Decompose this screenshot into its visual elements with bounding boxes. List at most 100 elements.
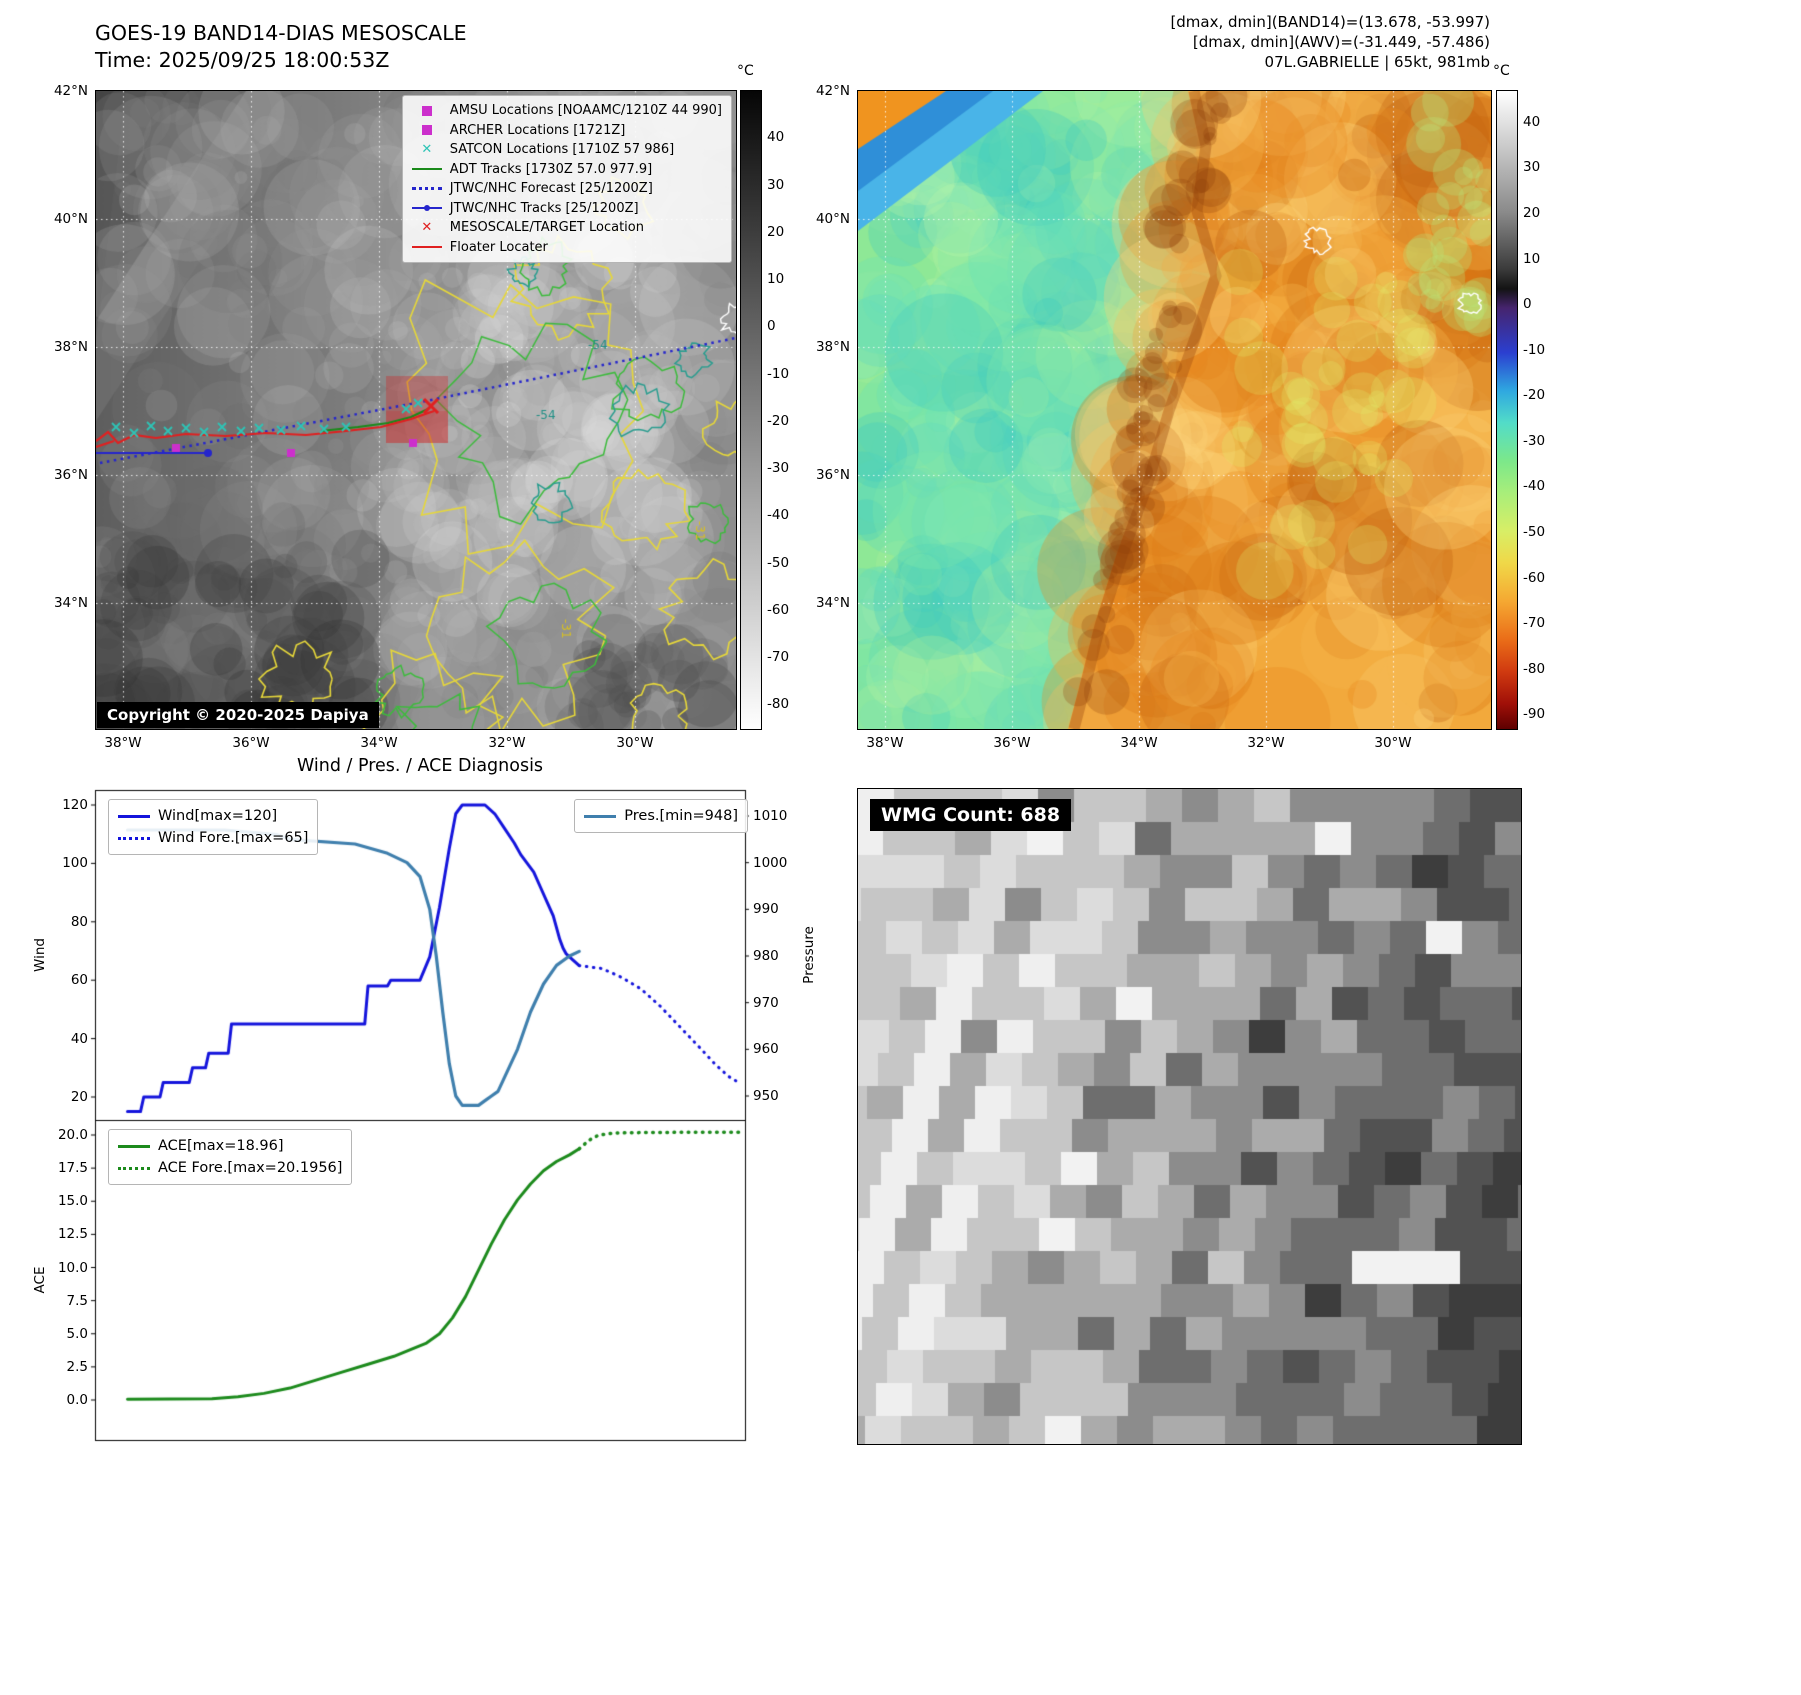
legend-entry: ACE Fore.[max=20.1956] bbox=[118, 1157, 342, 1179]
colorbar-tick-label: 30 bbox=[767, 176, 785, 193]
y-tick-label: 20 bbox=[70, 1089, 88, 1105]
colorbar-tick-label: -10 bbox=[1523, 341, 1546, 358]
colorbar-tick-label: -60 bbox=[767, 601, 790, 618]
band14-title-block: GOES-19 BAND14-DIAS MESOSCALE Time: 2025… bbox=[95, 20, 467, 74]
lon-tick-label: 32°W bbox=[1247, 735, 1285, 751]
awv-map: 42°N 40°N 38°N 36°N 34°N 38°W 36°W 34°W 32°W 30°W bbox=[816, 83, 1492, 751]
lat-tick-label: 42°N bbox=[815, 83, 850, 99]
legend-entry: AMSU Locations [NOAAMC/1210Z 44 990] bbox=[412, 101, 722, 121]
lat-tick-label: 34°N bbox=[53, 595, 88, 611]
lat-tick-label: 36°N bbox=[53, 467, 88, 483]
dotted-marker-icon bbox=[411, 187, 442, 191]
legend-label: Wind Fore.[max=65] bbox=[158, 830, 309, 846]
y-tick-label: 15.0 bbox=[57, 1193, 88, 1210]
y-tick-label: 2.5 bbox=[66, 1358, 88, 1375]
legend-label: ACE Fore.[max=20.1956] bbox=[158, 1160, 343, 1176]
lat-tick-label: 36°N bbox=[815, 467, 850, 483]
awv-header-block: [dmax, dmin](BAND14)=(13.678, -53.997) [… bbox=[857, 12, 1490, 72]
colorbar-tick-label: -70 bbox=[767, 649, 790, 666]
chart-legend: Wind[max=120] Wind Fore.[max=65] bbox=[108, 799, 319, 855]
legend-entry: Wind[max=120] bbox=[118, 805, 308, 827]
awv-satellite-image bbox=[858, 91, 1491, 729]
legend-label: ADT Tracks [1730Z 57.0 977.9] bbox=[449, 161, 653, 177]
colorbar-tick-label: -50 bbox=[1523, 524, 1546, 541]
lat-tick-label: 40°N bbox=[815, 211, 850, 227]
colorbar-tick-label: -40 bbox=[767, 507, 790, 524]
dot-icon bbox=[423, 204, 430, 211]
legend-entry: ADT Tracks [1730Z 57.0 977.9] bbox=[411, 160, 722, 180]
y-tick-label: 40 bbox=[70, 1030, 88, 1047]
lon-tick-label: 34°W bbox=[1120, 735, 1158, 751]
colorbar-tick-label: -60 bbox=[1523, 569, 1546, 586]
y-tick-label: 17.5 bbox=[57, 1160, 88, 1177]
x-marker-icon: ✕ bbox=[421, 142, 433, 158]
y-tick-label: 20.0 bbox=[57, 1127, 88, 1143]
lon-tick-label: 36°W bbox=[993, 735, 1031, 751]
colorbar-tick-label: -80 bbox=[767, 696, 790, 713]
x-marker-icon: ✕ bbox=[421, 220, 433, 236]
awv-colorbar-unit: °C bbox=[1493, 63, 1510, 79]
square-marker-icon bbox=[421, 125, 432, 136]
y-tick-right-label: 1010 bbox=[753, 808, 788, 824]
y-tick-label: 120 bbox=[62, 797, 88, 813]
legend-entry: Pres.[min=948] bbox=[584, 805, 738, 827]
lon-tick-label: 38°W bbox=[104, 735, 142, 751]
line-swatch-icon bbox=[584, 814, 617, 818]
legend-label: Wind[max=120] bbox=[158, 808, 278, 824]
lon-tick-label: 34°W bbox=[360, 735, 398, 751]
lat-tick-label: 38°N bbox=[815, 339, 850, 355]
y-tick-right-label: 960 bbox=[753, 1041, 779, 1058]
awv-colorbar-gradient bbox=[1496, 90, 1518, 730]
y-tick-label: 60 bbox=[70, 972, 88, 989]
pressure-axis-label: Pressure bbox=[801, 926, 817, 984]
colorbar-tick-label: -50 bbox=[767, 554, 790, 571]
lon-tick-label: 32°W bbox=[488, 735, 526, 751]
lon-tick-label: 30°W bbox=[616, 735, 654, 751]
colorbar-tick-label: 20 bbox=[767, 223, 785, 240]
line-swatch-icon bbox=[118, 1144, 150, 1148]
colorbar-tick-label: -30 bbox=[1523, 432, 1546, 449]
awv-header-dmax-awv: [dmax, dmin](AWV)=(-31.449, -57.486) bbox=[1192, 33, 1490, 51]
y-tick-right-label: 950 bbox=[753, 1088, 779, 1104]
chart-legend: Pres.[min=948] bbox=[574, 799, 748, 833]
chart-legend: ACE[max=18.96] ACE Fore.[max=20.1956] bbox=[108, 1129, 353, 1185]
band14-legend: AMSU Locations [NOAAMC/1210Z 44 990] ARCH… bbox=[401, 95, 732, 263]
colorbar-tick-label: 10 bbox=[1523, 250, 1541, 267]
legend-label: AMSU Locations [NOAAMC/1210Z 44 990] bbox=[449, 103, 722, 119]
colorbar-tick-label: 40 bbox=[767, 129, 785, 146]
diagnosis-chart-plot bbox=[20, 755, 820, 1465]
diagnosis-charts: Wind / Pres. / ACE Diagnosis Wind Pressu… bbox=[20, 755, 820, 1465]
y-tick-label: 12.5 bbox=[57, 1226, 88, 1243]
legend-label: ARCHER Locations [1721Z] bbox=[449, 122, 626, 138]
legend-entry: Wind Fore.[max=65] bbox=[118, 827, 308, 849]
line-swatch-icon bbox=[118, 814, 150, 818]
wmg-panel: WMG Count: 688 bbox=[857, 788, 1522, 1445]
legend-label: ACE[max=18.96] bbox=[158, 1138, 284, 1154]
colorbar-tick-label: -80 bbox=[1523, 660, 1546, 677]
legend-entry: JTWC/NHC Tracks [25/1200Z] bbox=[411, 199, 722, 219]
legend-label: SATCON Locations [1710Z 57 986] bbox=[449, 142, 675, 158]
y-tick-right-label: 980 bbox=[753, 948, 779, 964]
colorbar-tick-label: 20 bbox=[1523, 205, 1541, 222]
awv-colorbar: °C 40 30 20 10 0 -10 -20 -30 -40 -50 -60 -70 -80 -90 bbox=[1493, 63, 1545, 730]
line-swatch-icon bbox=[118, 1166, 150, 1170]
y-tick-label: 80 bbox=[70, 913, 88, 930]
lat-tick-label: 40°N bbox=[53, 211, 88, 227]
line-swatch-icon bbox=[118, 836, 150, 840]
chart-title: Wind / Pres. / ACE Diagnosis bbox=[296, 756, 544, 776]
square-marker-icon bbox=[421, 105, 432, 116]
y-tick-label: 7.5 bbox=[66, 1292, 88, 1309]
legend-entry: Floater Locater bbox=[411, 238, 722, 258]
y-tick-right-label: 990 bbox=[753, 901, 779, 918]
lon-tick-label: 38°W bbox=[866, 735, 904, 751]
y-tick-label: 5.0 bbox=[66, 1325, 88, 1342]
legend-entry: JTWC/NHC Forecast [25/1200Z] bbox=[411, 179, 722, 199]
wmg-mosaic-image bbox=[858, 789, 1521, 1444]
legend-label: Pres.[min=948] bbox=[624, 808, 738, 824]
lat-tick-label: 42°N bbox=[53, 83, 88, 99]
wmg-count-label: WMG Count: 688 bbox=[870, 799, 1072, 831]
colorbar-tick-label: 40 bbox=[1523, 113, 1541, 130]
legend-label: JTWC/NHC Forecast [25/1200Z] bbox=[449, 181, 653, 197]
legend-entry: ✕ MESOSCALE/TARGET Location bbox=[412, 218, 722, 238]
